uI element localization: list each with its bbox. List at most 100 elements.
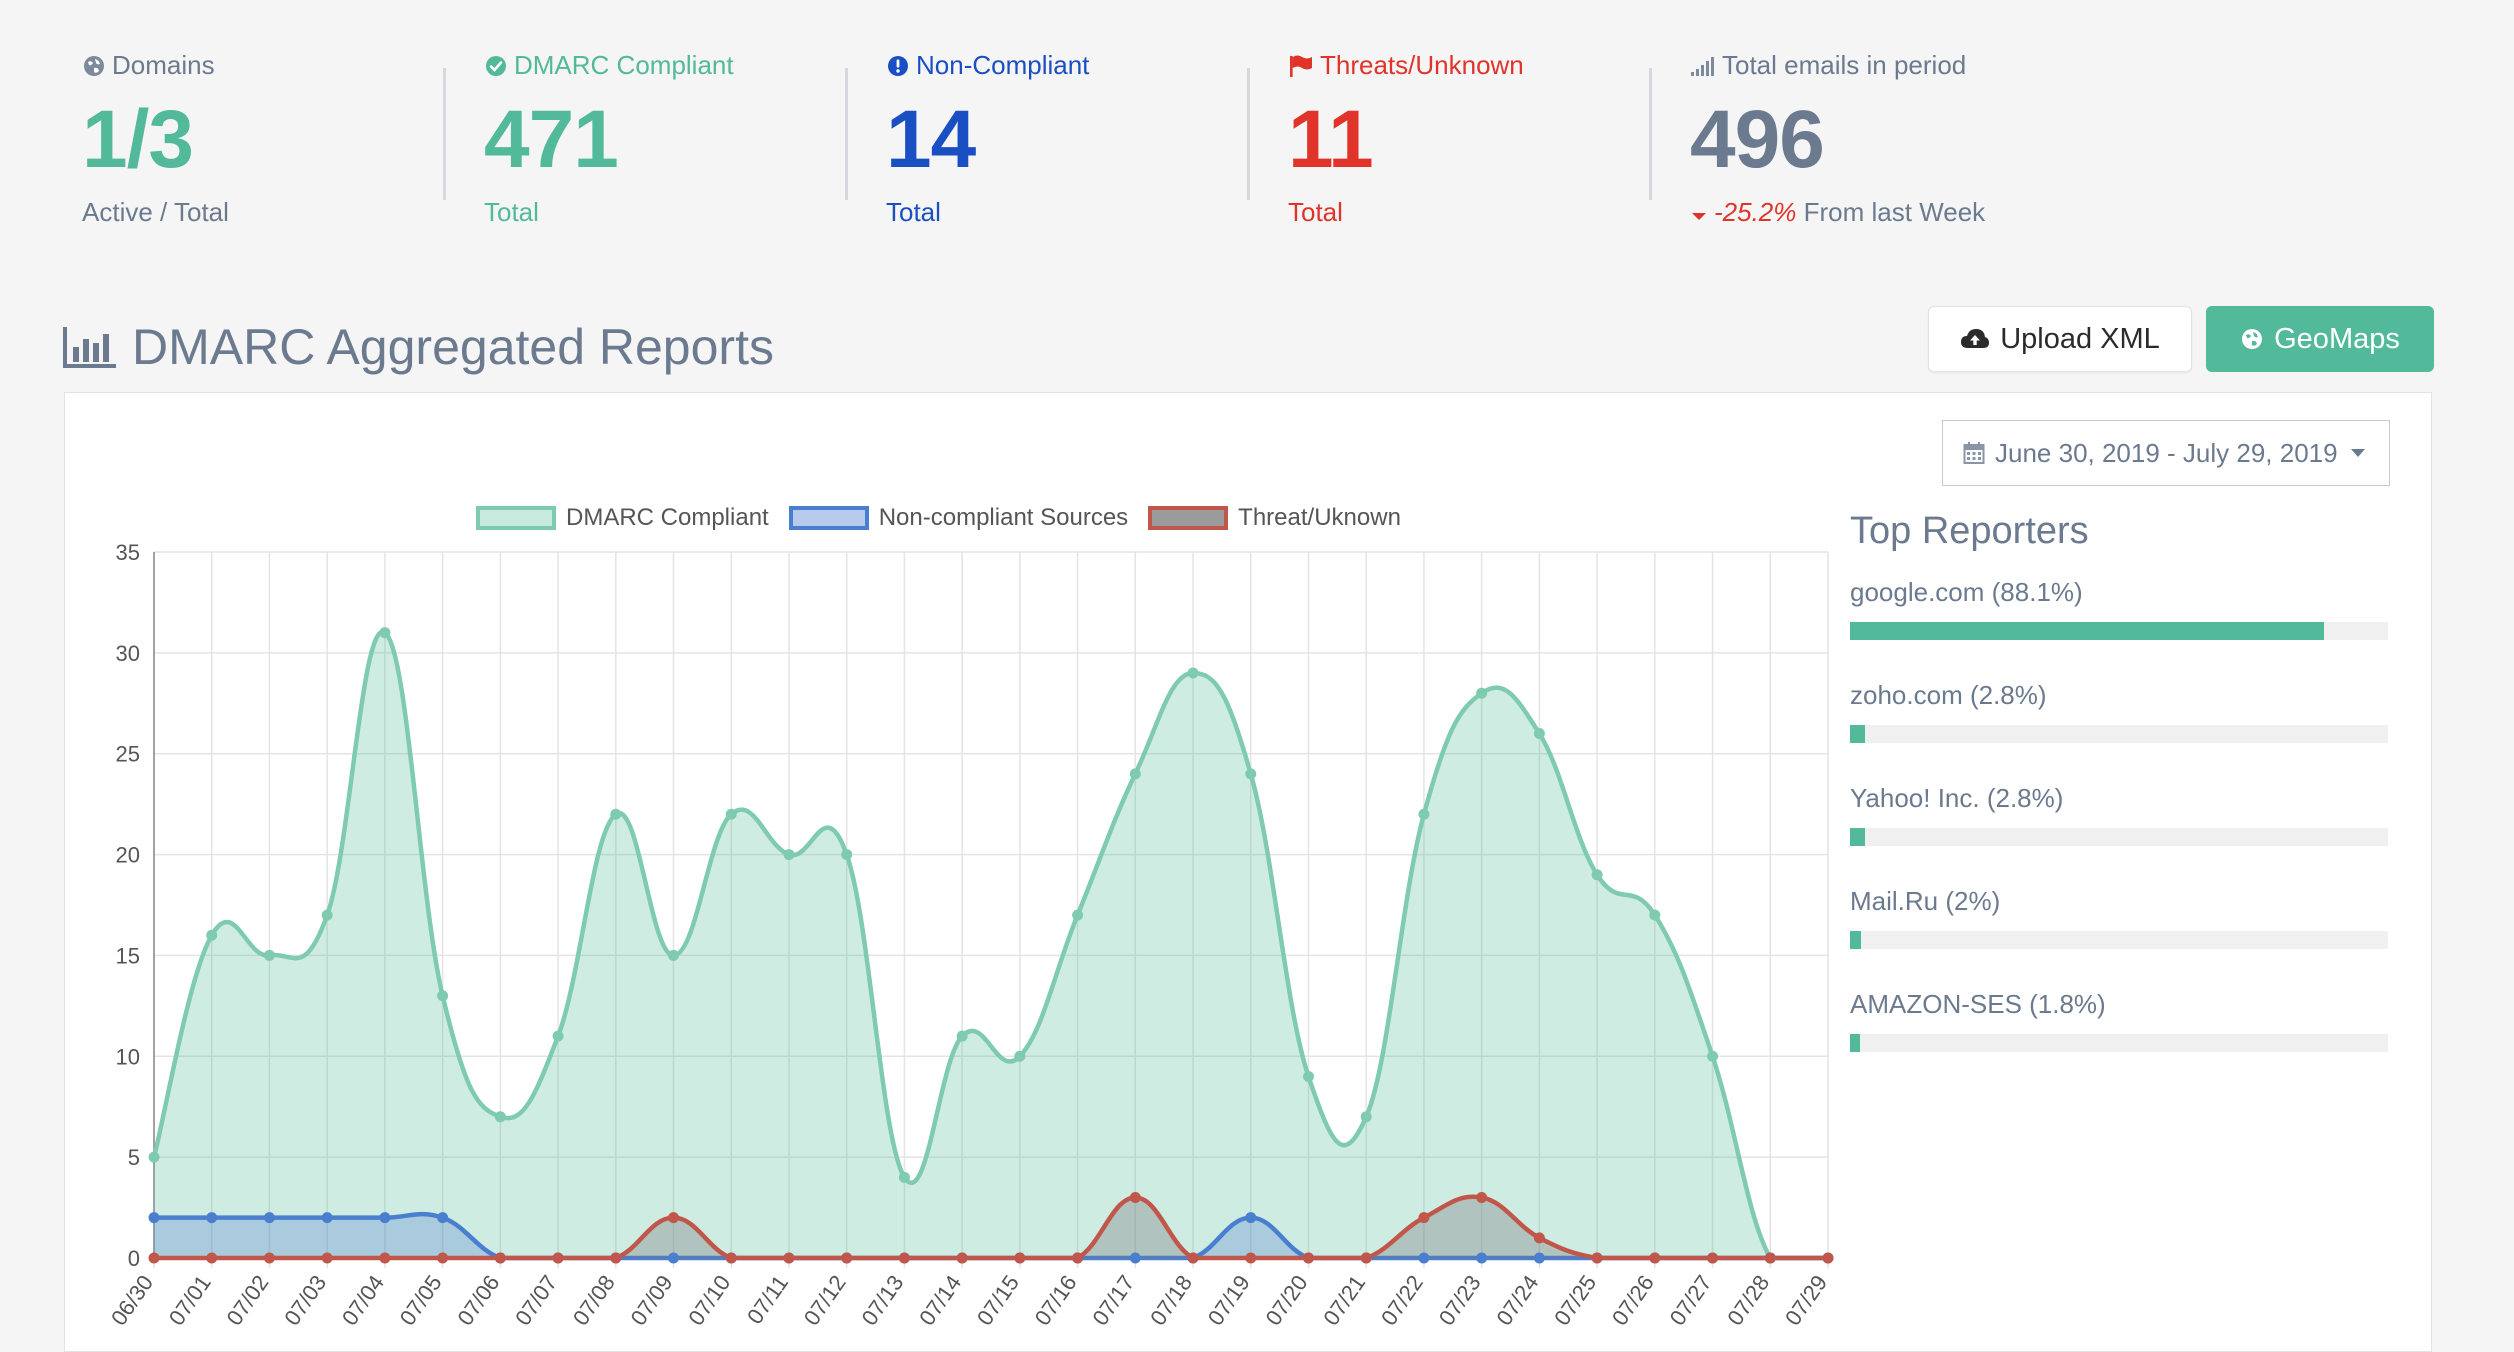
x-tick-label: 07/22 bbox=[1376, 1271, 1428, 1330]
x-tick-label: 07/07 bbox=[510, 1271, 562, 1330]
data-point bbox=[898, 1171, 910, 1183]
x-tick-label: 07/21 bbox=[1318, 1271, 1370, 1330]
stat-domains-value: 1/3 bbox=[82, 94, 194, 185]
upload-xml-button[interactable]: Upload XML bbox=[1928, 306, 2192, 372]
exclamation-circle-icon bbox=[888, 55, 908, 76]
reporter-progress-track bbox=[1850, 725, 2388, 743]
data-point bbox=[668, 1252, 680, 1264]
data-point bbox=[1072, 909, 1084, 921]
data-point bbox=[321, 1212, 333, 1224]
chart-legend: DMARC Compliant Non-compliant Sources Th… bbox=[476, 504, 1421, 532]
data-point bbox=[1129, 1191, 1141, 1203]
legend-item-noncompliant[interactable]: Non-compliant Sources bbox=[788, 504, 1129, 532]
stat-threats-sub: Total bbox=[1288, 197, 1343, 227]
data-point bbox=[148, 1252, 160, 1264]
check-circle-icon bbox=[486, 55, 506, 76]
data-point bbox=[321, 1252, 333, 1264]
top-reporters-title: Top Reporters bbox=[1850, 510, 2089, 552]
data-point bbox=[1245, 1252, 1257, 1264]
data-point bbox=[1360, 1111, 1372, 1123]
y-tick-label: 10 bbox=[116, 1044, 140, 1069]
x-tick-label: 07/06 bbox=[452, 1271, 504, 1330]
series-line bbox=[151, 629, 1829, 1261]
data-point bbox=[1476, 687, 1488, 699]
reporter-progress-track bbox=[1850, 931, 2388, 949]
caret-down-icon bbox=[2350, 449, 2365, 457]
reporter-progress-fill bbox=[1850, 828, 1866, 846]
reporter-label: Yahoo! Inc. (2.8%) bbox=[1850, 783, 2064, 813]
stat-threats-label: Threats/Unknown bbox=[1320, 50, 1524, 80]
x-tick-label: 07/24 bbox=[1491, 1271, 1543, 1330]
data-point bbox=[1187, 1252, 1199, 1264]
data-point bbox=[148, 1212, 160, 1224]
date-range-picker[interactable]: June 30, 2019 - July 29, 2019 bbox=[1942, 420, 2390, 486]
data-point bbox=[1418, 1212, 1430, 1224]
data-point bbox=[610, 808, 622, 820]
data-point bbox=[1360, 1252, 1372, 1264]
data-point bbox=[379, 1212, 391, 1224]
geomaps-button[interactable]: GeoMaps bbox=[2206, 306, 2434, 372]
data-point bbox=[725, 1252, 737, 1264]
upload-xml-label: Upload XML bbox=[2000, 322, 2160, 355]
stat-domains-header: Domains bbox=[82, 50, 229, 81]
x-tick-label: 07/18 bbox=[1145, 1271, 1197, 1330]
data-point bbox=[1764, 1252, 1776, 1264]
page-title-text: DMARC Aggregated Reports bbox=[132, 319, 774, 375]
reporter-item: Mail.Ru (2%) bbox=[1850, 886, 2388, 949]
calendar-icon bbox=[1963, 442, 1985, 464]
data-point bbox=[552, 1030, 564, 1042]
data-point bbox=[1245, 1212, 1257, 1224]
legend-label: Non-compliant Sources bbox=[878, 504, 1129, 531]
globe-icon bbox=[2242, 329, 2263, 349]
legend-item-threat[interactable]: Threat/Uknown bbox=[1148, 504, 1401, 532]
y-tick-label: 30 bbox=[116, 641, 140, 666]
series-area bbox=[154, 1196, 1828, 1258]
data-point bbox=[1533, 1252, 1545, 1264]
x-tick-label: 07/29 bbox=[1780, 1271, 1832, 1330]
y-tick-label: 5 bbox=[128, 1145, 140, 1170]
reporter-progress-track bbox=[1850, 828, 2388, 846]
stat-total-change-suffix: From last Week bbox=[1803, 197, 1986, 227]
data-point bbox=[263, 1212, 275, 1224]
data-point bbox=[956, 1252, 968, 1264]
x-tick-label: 07/01 bbox=[164, 1271, 216, 1330]
data-point bbox=[1707, 1050, 1719, 1062]
data-point bbox=[437, 1212, 449, 1224]
stat-divider bbox=[1649, 68, 1652, 200]
y-tick-label: 0 bbox=[128, 1246, 140, 1271]
data-point bbox=[1418, 1252, 1430, 1264]
reporter-item: google.com (88.1%) bbox=[1850, 577, 2388, 640]
legend-item-compliant[interactable]: DMARC Compliant bbox=[476, 504, 769, 532]
date-range-text: June 30, 2019 - July 29, 2019 bbox=[1995, 437, 2338, 468]
data-point bbox=[148, 1151, 160, 1163]
page-title: DMARC Aggregated Reports bbox=[62, 318, 774, 376]
reporter-label: AMAZON-SES (1.8%) bbox=[1850, 989, 2106, 1019]
x-tick-label: 07/10 bbox=[683, 1271, 735, 1330]
data-point bbox=[206, 929, 218, 941]
y-tick-label: 15 bbox=[116, 943, 140, 968]
x-tick-label: 07/05 bbox=[395, 1271, 447, 1330]
data-point bbox=[956, 1030, 968, 1042]
y-tick-label: 25 bbox=[116, 742, 140, 767]
caret-down-icon bbox=[1692, 213, 1706, 221]
globe-icon bbox=[84, 55, 104, 76]
bar-chart-icon bbox=[63, 327, 116, 368]
x-tick-label: 07/02 bbox=[221, 1271, 273, 1330]
stats-bar: Domains 1/3 Active / Total DMARC Complia… bbox=[0, 0, 2514, 230]
x-tick-label: 07/15 bbox=[972, 1271, 1024, 1330]
x-tick-label: 07/04 bbox=[337, 1271, 389, 1330]
x-tick-label: 07/23 bbox=[1434, 1271, 1486, 1330]
data-point bbox=[1707, 1252, 1719, 1264]
reporter-item: AMAZON-SES (1.8%) bbox=[1850, 989, 2388, 1052]
stat-total-header: Total emails in period bbox=[1690, 50, 1985, 81]
stat-divider bbox=[1247, 68, 1250, 200]
data-point bbox=[841, 849, 853, 861]
x-tick-label: 07/09 bbox=[626, 1271, 678, 1330]
data-point bbox=[1822, 1252, 1834, 1264]
x-tick-label: 07/03 bbox=[279, 1271, 331, 1330]
stat-total-emails: Total emails in period 496 -25.2% From l… bbox=[1690, 50, 1985, 227]
x-tick-label: 07/12 bbox=[799, 1271, 851, 1330]
stat-domains-sub: Active / Total bbox=[82, 197, 229, 227]
data-point bbox=[494, 1111, 506, 1123]
